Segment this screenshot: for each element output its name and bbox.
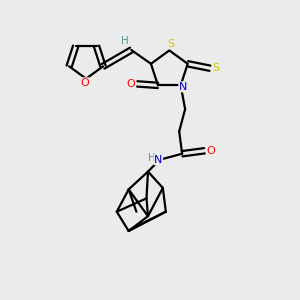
Text: O: O <box>207 146 215 156</box>
Text: O: O <box>80 78 89 88</box>
Text: S: S <box>212 63 220 73</box>
Text: S: S <box>167 39 174 49</box>
Text: H: H <box>148 153 155 163</box>
Text: H: H <box>122 36 129 46</box>
Text: N: N <box>154 155 163 165</box>
Text: N: N <box>179 82 187 92</box>
Text: O: O <box>127 79 136 89</box>
